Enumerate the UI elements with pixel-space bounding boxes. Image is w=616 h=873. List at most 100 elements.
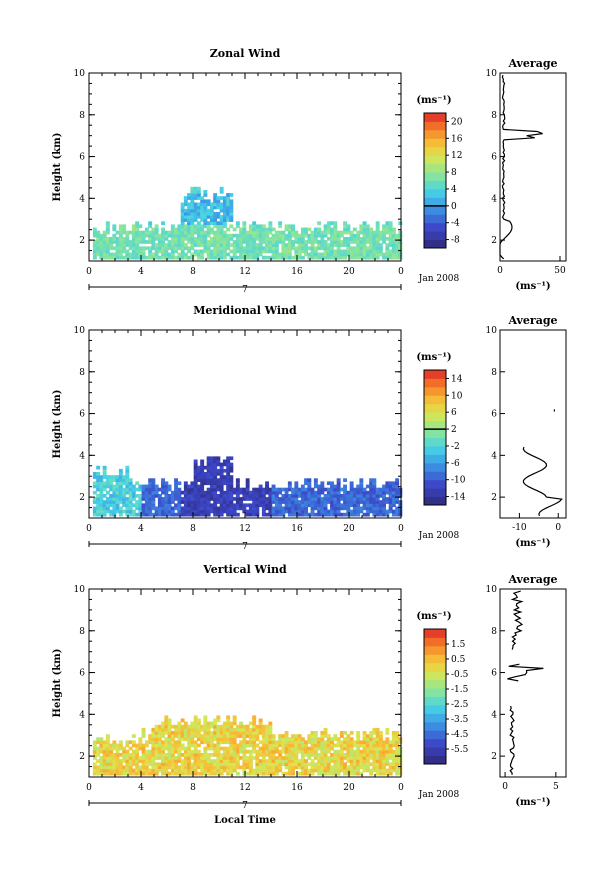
heatmap-cell (359, 762, 364, 767)
heatmap-cell (200, 475, 205, 479)
heatmap-cell (187, 240, 191, 244)
heatmap-cell (352, 765, 357, 770)
heatmap-cell (232, 512, 237, 517)
heatmap-cell (118, 481, 123, 486)
heatmap-cell (313, 740, 318, 745)
heatmap-cell (102, 475, 107, 479)
heatmap-cell (317, 771, 322, 776)
heatmap-cell (154, 490, 159, 495)
heatmap-cell (196, 249, 201, 254)
heatmap-cell (177, 246, 182, 251)
heatmap-cell (297, 771, 302, 776)
heatmap-cell (310, 240, 315, 244)
heatmap-cell (118, 768, 123, 773)
heatmap-cell (200, 759, 205, 763)
heatmap-cell (148, 759, 153, 763)
heatmap-cell (203, 771, 208, 776)
heatmap-cell (122, 746, 127, 751)
heatmap-cell (352, 756, 357, 760)
heatmap-cell (365, 255, 370, 260)
heatmap-cell (245, 749, 250, 754)
heatmap-cell (144, 503, 149, 508)
heatmap-cell (352, 227, 357, 232)
heatmap-cell (170, 490, 175, 495)
heatmap-cell (252, 749, 257, 754)
heatmap-cell (343, 740, 347, 745)
heatmap-cell (135, 743, 140, 748)
heatmap-cell (352, 249, 357, 254)
heatmap-cell (388, 740, 393, 745)
heatmap-cell (190, 497, 195, 501)
day-label: 7 (242, 285, 248, 295)
heatmap-cell (122, 753, 127, 757)
heatmap-cell (177, 487, 182, 492)
heatmap-cell (291, 737, 295, 741)
heatmap-cell (157, 249, 162, 254)
heatmap-cell (216, 459, 221, 464)
heatmap-cell (274, 487, 279, 492)
heatmap-cell (226, 756, 231, 760)
heatmap-cell (265, 497, 269, 501)
avg-y-tick-label: 10 (486, 326, 498, 336)
heatmap-cell (252, 734, 257, 738)
heatmap-cell (148, 484, 153, 489)
heatmap-cell (278, 753, 283, 757)
heatmap-cell (326, 221, 331, 225)
heatmap-cell (330, 497, 334, 501)
heatmap-cell (193, 762, 198, 767)
heatmap-cell (346, 734, 351, 738)
heatmap-cell (196, 484, 201, 489)
heatmap-cell (294, 506, 299, 511)
heatmap-cell (395, 746, 400, 751)
heatmap-cell (372, 481, 377, 486)
heatmap-cell (382, 227, 386, 232)
heatmap-cell (154, 734, 159, 738)
heatmap-cell (167, 771, 172, 776)
heatmap-cell (161, 478, 165, 482)
heatmap-cell (196, 475, 201, 479)
heatmap-cell (216, 481, 221, 486)
heatmap-cell (105, 249, 110, 254)
heatmap-cell (174, 771, 178, 776)
heatmap-cell (317, 233, 322, 238)
heatmap-cell (320, 509, 325, 514)
heatmap-cell (177, 494, 182, 498)
heatmap-cell (284, 756, 289, 760)
heatmap-cell (213, 718, 218, 723)
heatmap-cell (356, 512, 361, 517)
heatmap-cell (346, 246, 351, 251)
heatmap-cell (239, 252, 244, 257)
heatmap-cell (388, 230, 393, 235)
heatmap-cell (255, 509, 260, 514)
heatmap-cell (125, 506, 130, 511)
heatmap-cell (105, 743, 110, 748)
heatmap-cell (271, 749, 276, 754)
heatmap-cell (378, 503, 383, 508)
heatmap-cell (141, 240, 146, 244)
heatmap-cell (359, 227, 364, 232)
heatmap-cell (226, 199, 231, 204)
heatmap-cell (131, 743, 136, 748)
heatmap-cell (213, 746, 218, 751)
heatmap-cell (229, 475, 234, 479)
heatmap-cell (232, 740, 237, 745)
heatmap-cell (213, 771, 218, 776)
heatmap-cell (203, 243, 208, 247)
heatmap-cell (356, 487, 361, 492)
heatmap-cell (174, 727, 178, 732)
average-title: Average (507, 57, 557, 70)
heatmap-cell (375, 762, 380, 767)
heatmap-cell (271, 737, 276, 741)
heatmap-cell (193, 240, 198, 244)
heatmap-cell (151, 503, 156, 508)
heatmap-cell (365, 497, 370, 501)
heatmap-cell (310, 243, 315, 247)
heatmap-cell (382, 749, 386, 754)
heatmap-cell (109, 762, 114, 767)
heatmap-cell (339, 768, 344, 773)
heatmap-cell (300, 753, 305, 757)
heatmap-cell (336, 749, 341, 754)
heatmap-cell (213, 506, 218, 511)
heatmap-cell (183, 753, 188, 757)
heatmap-cell (190, 768, 195, 773)
